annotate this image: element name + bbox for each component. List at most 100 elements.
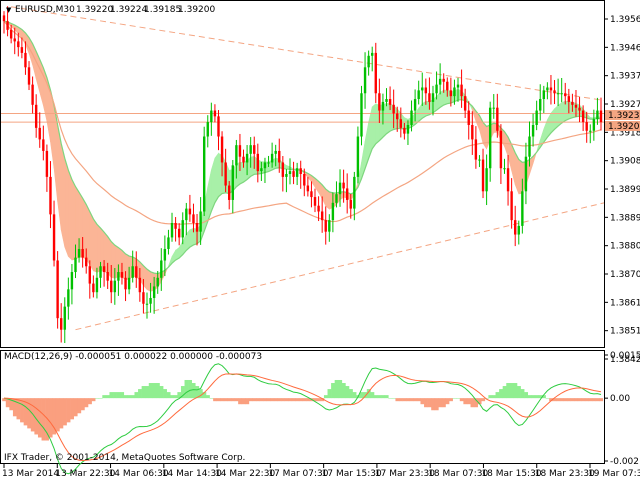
macd-histogram-bar: [413, 398, 418, 402]
macd-histogram-bar: [213, 398, 218, 402]
macd-histogram-bar: [5, 398, 10, 408]
candle: [328, 214, 331, 242]
candle: [295, 162, 299, 186]
candle: [199, 197, 202, 245]
candle: [102, 260, 106, 287]
candle-body: [13, 38, 16, 42]
candle-body: [353, 176, 356, 209]
candle-body: [99, 266, 102, 278]
macd-histogram-bar: [542, 395, 546, 399]
candle: [131, 250, 134, 283]
macd-histogram-bar: [263, 398, 268, 402]
candle-body: [174, 223, 177, 229]
candle: [392, 89, 395, 129]
candle: [59, 303, 63, 343]
candle: [338, 169, 342, 207]
macd-histogram-bar: [420, 398, 425, 405]
macd-histogram-bar: [252, 398, 257, 402]
price-tick-label: 1.38990: [610, 185, 640, 195]
candle-body: [399, 119, 403, 128]
candle: [217, 110, 220, 151]
slow-ma-line: [3, 20, 602, 275]
macd-histogram-bar: [352, 392, 357, 399]
macd-histogram-bar: [52, 398, 57, 435]
candle: [574, 89, 578, 117]
macd-histogram-bar: [116, 392, 121, 399]
candle-body: [531, 124, 535, 137]
macd-histogram-bar: [499, 389, 503, 399]
candle-body: [42, 139, 45, 151]
macd-histogram-bar: [320, 398, 325, 402]
macd-histogram-bar: [474, 398, 478, 408]
macd-histogram-bar: [281, 398, 285, 402]
candle: [110, 264, 113, 304]
candle: [245, 145, 249, 176]
bid-price-tag: [605, 110, 640, 120]
candle-body: [245, 153, 249, 163]
macd-histogram-bar: [170, 395, 175, 399]
candle: [142, 279, 145, 314]
macd-histogram-bar: [37, 398, 42, 438]
macd-histogram-bar: [513, 383, 518, 399]
candle: [13, 27, 16, 55]
time-tick-label: 13 Mar 2014: [2, 469, 59, 479]
candle: [74, 244, 77, 279]
candle-body: [213, 110, 217, 117]
macd-plot: [2, 363, 604, 475]
candle: [49, 161, 52, 229]
candle: [24, 41, 27, 75]
macd-histogram-bar: [198, 389, 203, 399]
candle: [274, 144, 277, 167]
macd-histogram-bar: [552, 398, 557, 402]
candle: [256, 143, 260, 183]
candle: [453, 79, 456, 105]
time-tick-label: 18 Mar 07:30: [428, 469, 488, 479]
ma-cloud-segment: [68, 170, 73, 261]
macd-panel: MACD(12,26,9) -0.000051 0.000022 0.00000…: [0, 350, 605, 475]
candle-body: [463, 96, 467, 111]
ma-cloud-segment: [71, 179, 76, 261]
macd-histogram-bar: [20, 398, 24, 423]
ma-cloud-segment: [146, 268, 151, 292]
candle-body: [95, 277, 99, 293]
time-tick-label: 14 Mar 22:30: [215, 469, 275, 479]
price-tick-label: 1.38895: [610, 213, 640, 223]
candle: [356, 126, 360, 184]
candle: [496, 93, 499, 138]
candle-body: [335, 194, 338, 203]
ma-cloud-segment: [554, 104, 559, 131]
candle-body: [303, 174, 306, 186]
candle-body: [124, 277, 127, 290]
macd-histogram-bar: [173, 395, 178, 399]
macd-main-line: [3, 363, 602, 475]
candle-body: [349, 199, 352, 209]
macd-histogram-bar: [80, 398, 85, 411]
candle-body: [34, 104, 38, 128]
header-arrow-icon[interactable]: ▼: [6, 6, 12, 14]
price-plot: [1, 6, 605, 344]
candle-body: [556, 93, 560, 95]
candle-body: [67, 289, 70, 307]
candle: [406, 120, 410, 146]
candle: [599, 97, 603, 131]
candle-body: [481, 159, 485, 192]
close-price-tag: [605, 121, 640, 131]
candle: [471, 111, 474, 155]
candle-body: [45, 150, 49, 177]
ma-cloud-segment: [78, 191, 83, 258]
ma-cloud-segment: [239, 162, 244, 185]
macd-histogram-bar: [549, 398, 554, 402]
candle-body: [20, 47, 24, 53]
candle: [564, 82, 567, 105]
candle-body: [567, 96, 571, 102]
candle-body: [74, 257, 77, 273]
macd-histogram-bar: [592, 398, 596, 402]
ohlc-close: 1.39200: [178, 5, 215, 15]
ma-cloud-segment: [243, 159, 248, 183]
macd-histogram-bar: [331, 383, 335, 399]
candle: [542, 85, 546, 113]
candle: [292, 161, 295, 185]
macd-histogram-bar: [12, 398, 17, 417]
candle-body: [553, 90, 556, 94]
macd-histogram-bar: [359, 392, 364, 399]
